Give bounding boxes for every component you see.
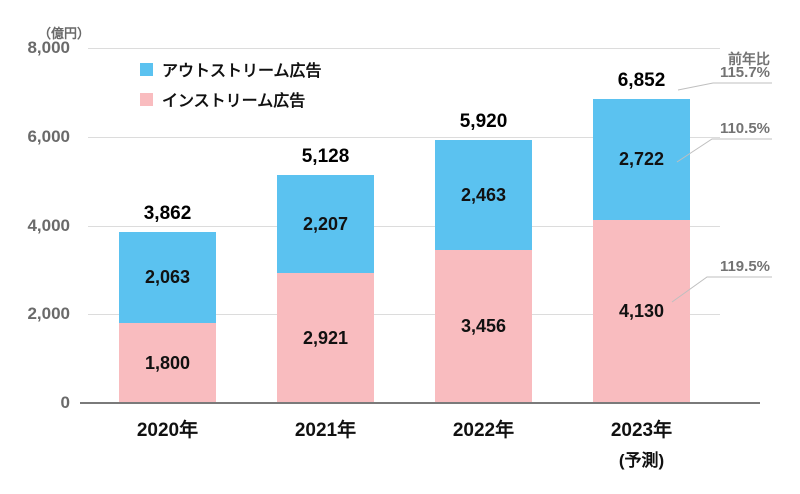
gridline-4000 xyxy=(88,226,720,227)
yoy-ratio-header: 前年比 xyxy=(728,51,770,67)
legend-label-outstream: アウトストリーム広告 xyxy=(162,63,322,80)
total-value-label: 5,128 xyxy=(301,146,350,168)
bar-segment-instream-2023年 xyxy=(593,219,690,402)
legend: アウトストリーム広告 インストリーム広告 xyxy=(140,58,322,118)
bar-segment-outstream-2020年 xyxy=(119,231,216,324)
x-axis-label-2021年: 2021年 xyxy=(294,420,357,441)
instream-value-label: 1,800 xyxy=(144,353,191,374)
total-value-label: 5,920 xyxy=(459,111,508,133)
y-tick-label-8000: 8,000 xyxy=(27,38,70,57)
bar-segment-outstream-2021年 xyxy=(277,175,374,274)
y-tick-label-4000: 4,000 xyxy=(27,216,70,235)
outstream-value-label: 2,722 xyxy=(618,149,665,170)
legend-item-instream: インストリーム広告 xyxy=(140,88,322,110)
bar-segment-outstream-2023年 xyxy=(593,98,690,220)
instream-value-label: 2,921 xyxy=(302,328,349,349)
gridline-8000 xyxy=(88,48,720,49)
x-axis-label-2023年: 2023年 xyxy=(610,420,673,441)
outstream-value-label: 2,063 xyxy=(144,267,191,288)
y-tick-label-2000: 2,000 xyxy=(27,304,70,323)
yoy-ratio-value-119.5%: 119.5% xyxy=(719,258,770,275)
gridline-6000 xyxy=(88,137,720,138)
bar-segment-instream-2022年 xyxy=(435,249,532,402)
legend-swatch-instream xyxy=(140,92,153,106)
y-axis-unit-label: （億円） xyxy=(38,26,91,41)
legend-label-instream: インストリーム広告 xyxy=(162,93,306,110)
x-axis-line xyxy=(80,402,760,404)
total-value-label: 6,852 xyxy=(617,69,666,91)
gridline-2000 xyxy=(88,314,720,315)
x-axis-label-2022年: 2022年 xyxy=(452,420,515,441)
outstream-value-label: 2,463 xyxy=(460,184,507,205)
bar-segment-outstream-2022年 xyxy=(435,140,532,250)
y-tick-label-6000: 6,000 xyxy=(27,127,70,146)
yoy-ratio-value-115.7%: 115.7% xyxy=(719,64,770,81)
instream-value-label: 4,130 xyxy=(618,301,665,322)
bar-segment-instream-2020年 xyxy=(119,323,216,402)
outstream-value-label: 2,207 xyxy=(302,214,349,235)
yoy-ratio-value-110.5%: 110.5% xyxy=(719,120,770,137)
legend-item-outstream: アウトストリーム広告 xyxy=(140,58,322,80)
legend-swatch-outstream xyxy=(140,62,153,76)
x-axis-label-2020年: 2020年 xyxy=(136,420,199,441)
y-tick-label-0: 0 xyxy=(60,393,70,412)
instream-value-label: 3,456 xyxy=(460,316,507,337)
x-axis-sublabel-2023年: (予測) xyxy=(618,451,665,470)
total-value-label: 3,862 xyxy=(143,202,192,224)
bar-segment-instream-2021年 xyxy=(277,273,374,402)
